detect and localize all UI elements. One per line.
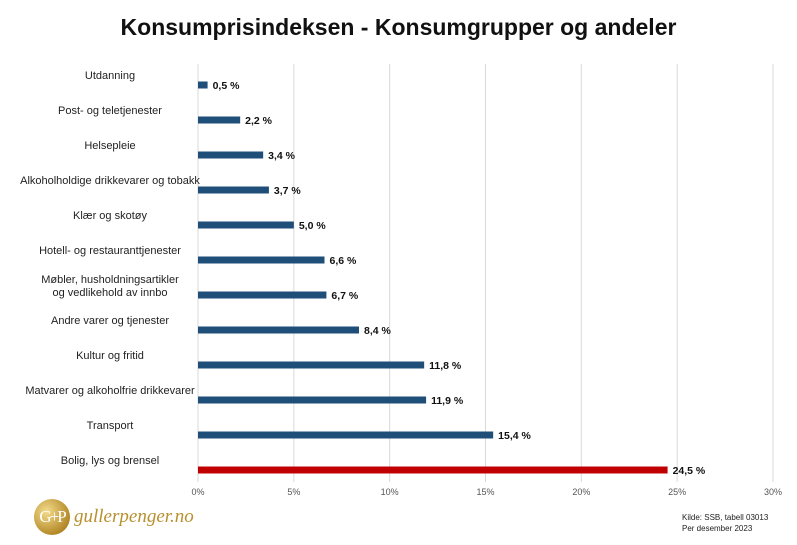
bar [198, 291, 327, 299]
source-note: Kilde: SSB, tabell 03013 Per desember 20… [682, 512, 768, 534]
bar [198, 466, 668, 474]
logo-mark-icon: G+P [34, 499, 70, 535]
x-tick-label: 25% [668, 487, 686, 497]
category-label: Møbler, husholdningsartikler og vedlikeho… [41, 274, 179, 299]
x-tick-label: 20% [572, 487, 590, 497]
data-label: 2,2 % [245, 115, 273, 127]
bar [198, 396, 427, 404]
bar [198, 256, 325, 264]
data-label: 0,5 % [213, 80, 241, 92]
data-label: 6,7 % [331, 290, 359, 302]
category-label: Bolig, lys og brensel [61, 455, 159, 467]
category-label: Post- og teletjenester [58, 105, 162, 117]
bars [198, 81, 668, 474]
chart-title: Konsumprisindeksen - Konsumgrupper og an… [120, 14, 677, 40]
category-label: Klær og skotøy [73, 210, 147, 222]
bar [198, 151, 264, 159]
category-label: Helsepleie [84, 140, 135, 152]
bar [198, 431, 494, 439]
bar [198, 116, 241, 124]
x-tick-label: 0% [191, 487, 204, 497]
bar [198, 326, 359, 334]
bar [198, 186, 269, 194]
source-line: Kilde: SSB, tabell 03013 [682, 513, 769, 522]
gridlines [197, 64, 774, 482]
category-labels: Utdanning Post- og teletjenester Helseplei… [20, 70, 200, 467]
bar [198, 81, 208, 89]
data-label: 3,7 % [274, 185, 302, 197]
data-label: 8,4 % [364, 325, 392, 337]
data-label: 5,0 % [299, 220, 327, 232]
x-tick-label: 10% [381, 487, 399, 497]
category-label: Alkoholholdige drikkevarer og tobakk [20, 175, 200, 187]
logo-text: gullerpenger.no [74, 506, 194, 527]
data-label: 15,4 % [498, 430, 531, 442]
data-label: 6,6 % [330, 255, 358, 267]
data-label: 3,4 % [268, 150, 296, 162]
data-label: 24,5 % [673, 465, 706, 477]
category-label: Kultur og fritid [76, 350, 144, 362]
x-tick-label: 15% [476, 487, 494, 497]
category-label: Hotell- og restauranttjenester [39, 245, 181, 257]
value-labels: 0,5 % 2,2 % 3,4 % 3,7 % 5,0 % 6,6 % 6,7 % 8,4 %… [213, 80, 706, 477]
x-tick-label: 30% [764, 487, 782, 497]
category-label: Transport [87, 420, 134, 432]
x-axis-ticks: 0% 5% 10% 15% 20% 25% 30% [191, 487, 782, 497]
category-label: Matvarer og alkoholfrie drikkevarer [25, 385, 195, 397]
brand-logo: G+P gullerpenger.no [34, 497, 194, 537]
x-tick-label: 5% [287, 487, 300, 497]
bar [198, 361, 425, 369]
bar [198, 221, 294, 229]
date-line: Per desember 2023 [682, 524, 753, 533]
category-label: Andre varer og tjenester [51, 315, 169, 327]
data-label: 11,9 % [431, 395, 464, 407]
data-label: 11,8 % [429, 360, 462, 372]
category-label: Utdanning [85, 70, 135, 82]
